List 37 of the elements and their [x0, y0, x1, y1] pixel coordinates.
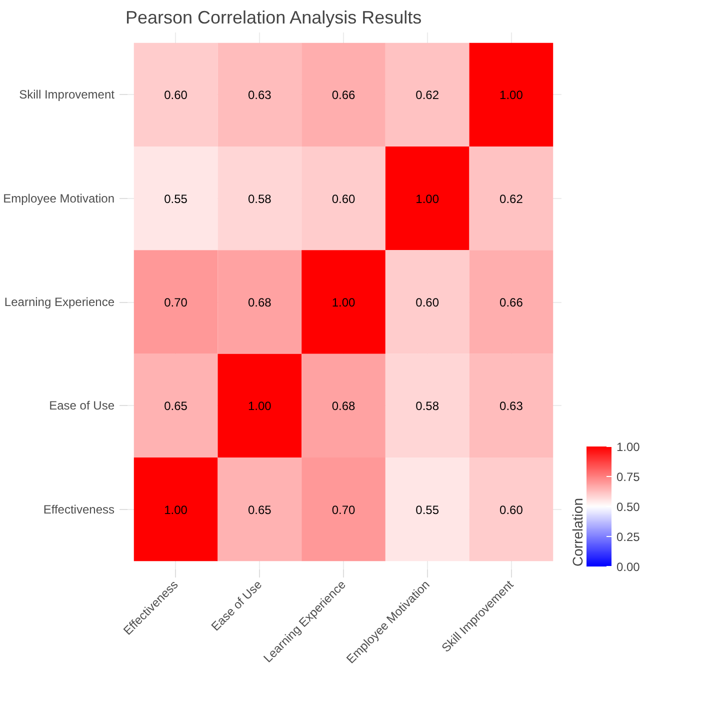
data-label: 0.55: [416, 502, 440, 517]
data-label: 0.60: [500, 502, 524, 517]
data-label: 0.55: [164, 192, 188, 206]
data-label: 0.65: [248, 502, 272, 517]
data-label: 0.60: [332, 192, 356, 206]
data-label: 1.00: [332, 296, 356, 310]
chart-title: Pearson Correlation Analysis Results: [126, 8, 422, 28]
data-label: 1.00: [416, 192, 440, 206]
data-label: 0.60: [164, 88, 188, 102]
color-bar-label: 0.75: [616, 470, 640, 484]
color-bar-label: 0.00: [616, 560, 640, 574]
data-label: 0.66: [332, 88, 356, 102]
data-label: 1.00: [500, 88, 524, 102]
data-label: 0.62: [416, 88, 440, 102]
y-tick-label: Learning Experience: [4, 295, 115, 309]
data-label: 0.58: [416, 399, 440, 414]
color-bar-label: 0.25: [616, 530, 640, 544]
data-label: 1.00: [164, 502, 188, 517]
color-bar-title: Correlation: [570, 498, 586, 566]
y-tick-label: Ease of Use: [49, 398, 115, 413]
y-tick-label: Employee Motivation: [3, 191, 115, 206]
color-bar-label: 1.00: [616, 440, 640, 454]
data-label: 0.70: [164, 296, 188, 310]
data-label: 0.63: [500, 399, 524, 414]
data-label: 0.68: [332, 399, 356, 414]
color-bar-label: 0.50: [616, 500, 640, 514]
data-label: 0.63: [248, 88, 272, 102]
data-label: 0.60: [416, 296, 440, 310]
y-tick-label: Effectiveness: [43, 502, 115, 516]
data-label: 0.62: [500, 192, 524, 206]
data-label: 0.68: [248, 296, 272, 310]
data-label: 0.66: [500, 296, 524, 310]
data-label: 0.70: [332, 502, 356, 517]
data-label: 0.58: [248, 192, 272, 206]
data-label: 0.65: [164, 399, 188, 414]
data-label: 1.00: [248, 399, 272, 414]
y-tick-label: Skill Improvement: [19, 88, 116, 102]
